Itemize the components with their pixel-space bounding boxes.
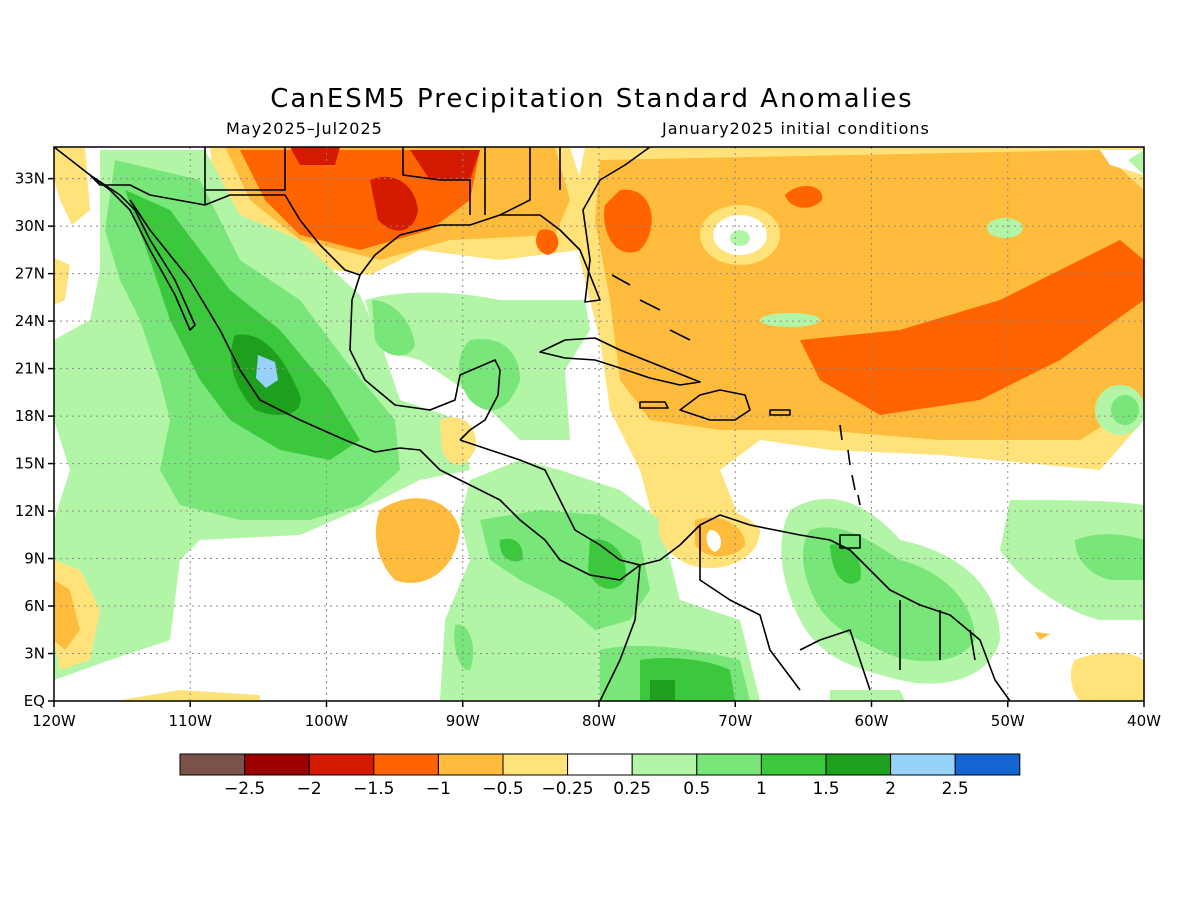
lat-tick-label: 15N: [15, 455, 45, 473]
lat-tick-label: 24N: [15, 312, 45, 330]
colorbar-label: 1: [756, 779, 767, 799]
colorbar-swatch: [890, 753, 956, 776]
colorbar-label: −2.5: [224, 779, 265, 799]
colorbar-swatch: [954, 753, 1021, 776]
colorbar-label: −1: [426, 779, 451, 799]
lat-tick-label: 18N: [15, 407, 45, 425]
colorbar-swatch: [179, 753, 246, 776]
colorbar-swatch: [308, 753, 375, 776]
colorbar-swatch: [825, 753, 892, 776]
lon-tick-label: 60W: [855, 712, 889, 730]
lon-tick-label: 100W: [305, 712, 349, 730]
colorbar-swatch: [567, 753, 633, 776]
lat-tick-label: 9N: [24, 550, 45, 568]
colorbar-label: 1.5: [812, 779, 839, 799]
lon-tick-label: 80W: [582, 712, 616, 730]
colorbar-label: −2: [297, 779, 322, 799]
lon-tick-label: 110W: [169, 712, 213, 730]
lon-tick-label: 120W: [32, 712, 76, 730]
axes: 120W 110W 100W 90W 80W 70W 60W 50W 40W EQ 3N 6N 9N 12…: [15, 170, 1161, 730]
lat-tick-label: EQ: [24, 692, 45, 710]
colorbar-label: 0.25: [613, 779, 651, 799]
colorbar-swatch: [696, 753, 762, 776]
lat-tick-label: 21N: [15, 360, 45, 378]
lat-tick-label: 12N: [15, 502, 45, 520]
colorbar-label: 0.5: [683, 779, 710, 799]
initial-conditions: January2025 initial conditions: [662, 119, 930, 138]
lat-tick-label: 30N: [15, 217, 45, 235]
colorbar-swatch: [631, 753, 698, 776]
coastlines: [54, 147, 1011, 701]
colorbar-label: −0.5: [482, 779, 523, 799]
lon-tick-label: 90W: [446, 712, 480, 730]
lat-tick-label: 6N: [24, 597, 45, 615]
colorbar-swatch: [244, 753, 310, 776]
forecast-period: May2025–Jul2025: [226, 119, 383, 138]
colorbar-swatch: [502, 753, 569, 776]
lat-tick-label: 27N: [15, 265, 45, 283]
colorbar-swatch: [760, 753, 827, 776]
lat-tick-label: 33N: [15, 170, 45, 188]
colorbar: −2.5 −2 −1.5 −1 −0.5 −0.25 0.25 0.5 1 1.5 2 2.5: [179, 753, 1021, 799]
lon-tick-label: 50W: [991, 712, 1025, 730]
lon-tick-label: 70W: [718, 712, 752, 730]
colorbar-label: 2.5: [942, 779, 969, 799]
colorbar-label: −1.5: [353, 779, 394, 799]
colorbar-label: −0.25: [542, 779, 594, 799]
colorbar-swatch: [373, 753, 439, 776]
lat-tick-label: 3N: [24, 645, 45, 663]
colorbar-swatch: [437, 753, 504, 776]
colorbar-label: 2: [885, 779, 896, 799]
lon-tick-label: 40W: [1127, 712, 1161, 730]
anomaly-field: [54, 147, 1144, 701]
chart-title: CanESM5 Precipitation Standard Anomalies: [270, 84, 914, 114]
graticule: [54, 147, 1144, 701]
